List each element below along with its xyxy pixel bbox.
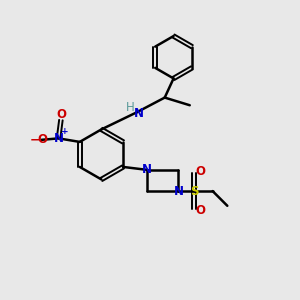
Text: N: N <box>53 132 64 145</box>
Text: O: O <box>56 108 66 121</box>
Text: +: + <box>61 128 69 136</box>
Text: N: N <box>142 163 152 176</box>
Text: O: O <box>37 133 47 146</box>
Text: O: O <box>195 165 205 178</box>
Text: O: O <box>195 204 205 217</box>
Text: S: S <box>190 184 199 198</box>
Text: −: − <box>30 133 40 146</box>
Text: H: H <box>126 100 135 113</box>
Text: N: N <box>174 185 184 198</box>
Text: N: N <box>134 107 144 120</box>
